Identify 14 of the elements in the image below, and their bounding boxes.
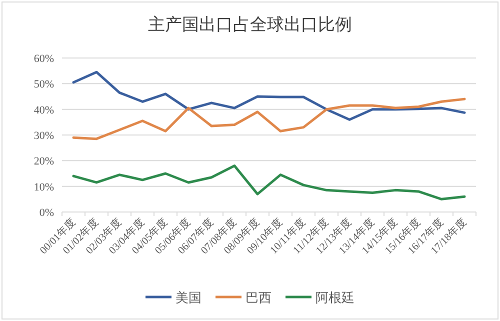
y-tick-label: 20% (34, 156, 54, 168)
legend-label: 巴西 (246, 290, 272, 305)
y-tick-label: 10% (34, 181, 54, 194)
line-series (72, 164, 466, 200)
y-tick-label: 40% (34, 104, 54, 116)
y-tick-label: 30% (34, 130, 54, 142)
y-tick-label: 50% (34, 78, 54, 91)
legend-label: 阿根廷 (316, 290, 354, 305)
legend-label: 美国 (176, 290, 202, 305)
y-tick-label: 60% (34, 53, 54, 65)
y-tick-label: 0% (39, 207, 54, 219)
line-series (72, 98, 466, 140)
chart-title: 主产国出口占全球出口比例 (148, 15, 352, 34)
line-series (72, 70, 466, 121)
